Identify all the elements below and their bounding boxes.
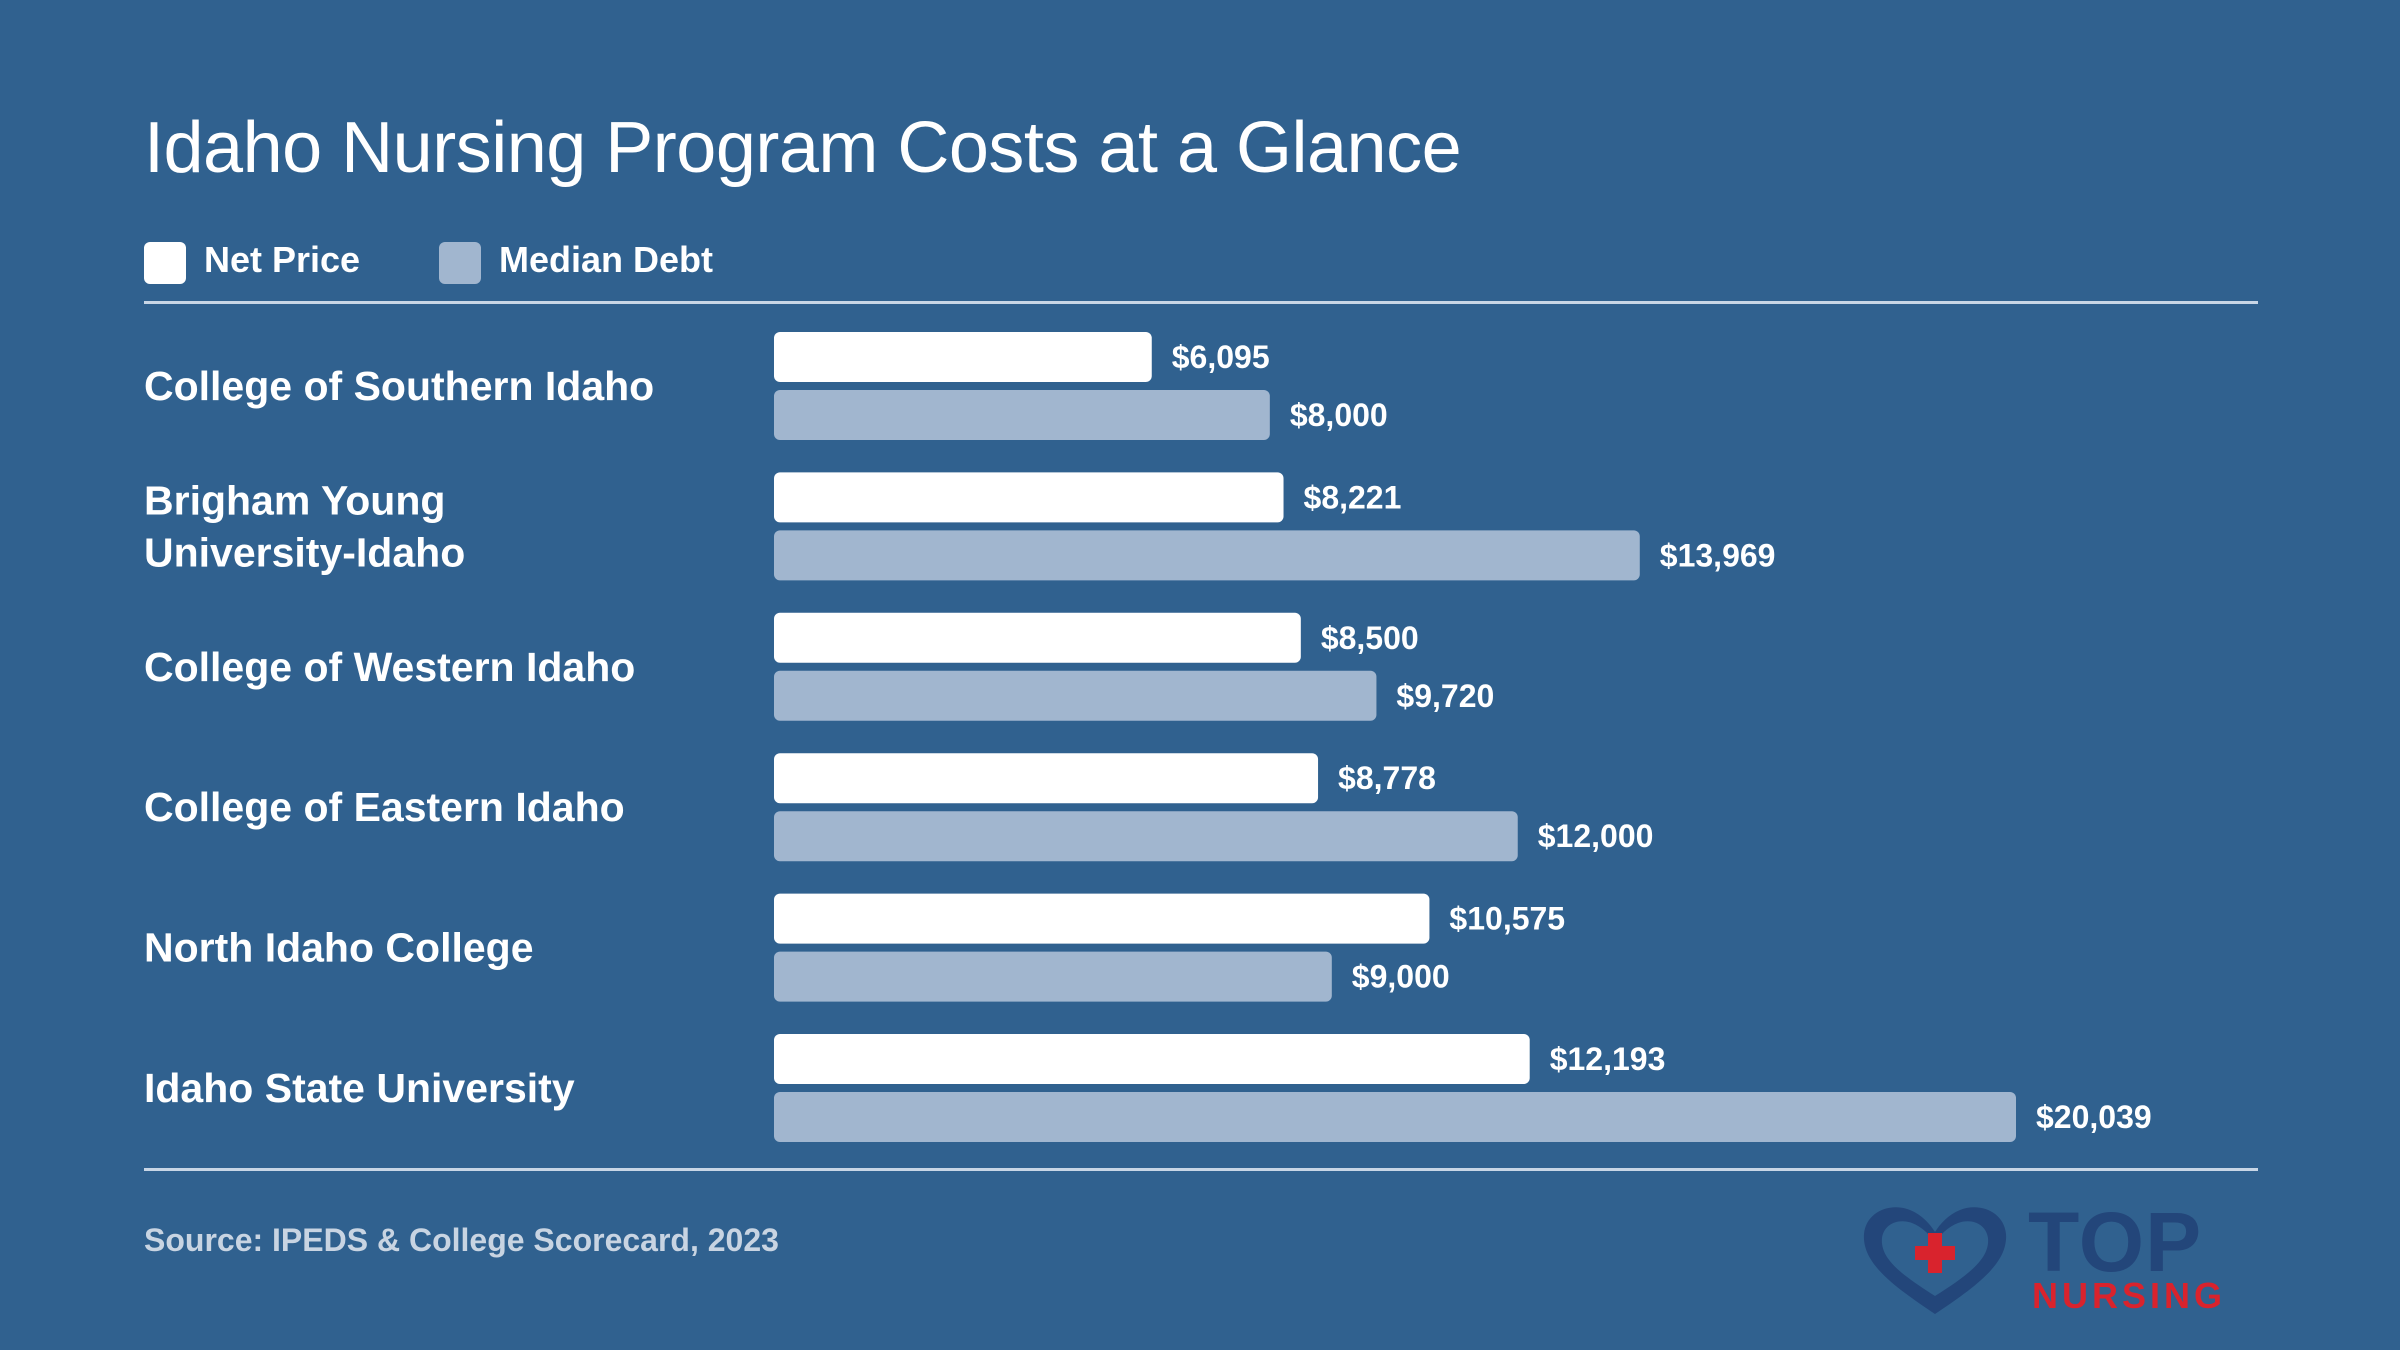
legend-swatch-net-price — [144, 242, 186, 284]
category-label: Idaho State University — [144, 1065, 575, 1111]
median-debt-value-label: $9,720 — [1396, 678, 1494, 714]
net-price-value-label: $6,095 — [1172, 339, 1270, 375]
category-label: College of Western Idaho — [144, 644, 635, 690]
bottom-divider — [144, 1168, 2258, 1171]
median-debt-bar — [774, 1092, 2016, 1142]
net-price-value-label: $8,778 — [1338, 760, 1436, 796]
logo-text-top: TOP — [2028, 1195, 2203, 1289]
top-divider — [144, 301, 2258, 304]
net-price-value-label: $8,500 — [1321, 620, 1419, 656]
median-debt-value-label: $8,000 — [1290, 397, 1388, 433]
median-debt-bar — [774, 670, 1377, 721]
category-label: College of Eastern Idaho — [144, 784, 625, 830]
median-debt-value-label: $12,000 — [1538, 818, 1654, 854]
source-note: Source: IPEDS & College Scorecard, 2023 — [144, 1222, 779, 1258]
median-debt-bar — [774, 811, 1518, 862]
heart-cross-icon — [1863, 1207, 2007, 1314]
category-label: College of Southern Idaho — [144, 363, 654, 409]
category-label: University-Idaho — [144, 529, 465, 575]
legend-label-median-debt: Median Debt — [499, 239, 714, 280]
category-label: North Idaho College — [144, 925, 534, 971]
net-price-value-label: $12,193 — [1550, 1041, 1666, 1077]
net-price-bar — [774, 612, 1301, 663]
net-price-bar — [774, 472, 1284, 523]
top-nursing-logo: TOP NURSING — [1860, 1200, 2260, 1320]
median-debt-bar — [774, 951, 1332, 1002]
chart-title: Idaho Nursing Program Costs at a Glance — [144, 108, 1462, 188]
legend-swatch-median-debt — [439, 242, 481, 284]
median-debt-value-label: $9,000 — [1352, 959, 1450, 995]
category-label: Brigham Young — [144, 477, 445, 523]
net-price-bar — [774, 893, 1430, 944]
legend-label-net-price: Net Price — [204, 239, 361, 280]
median-debt-bar — [774, 390, 1270, 440]
net-price-bar — [774, 332, 1152, 382]
net-price-value-label: $10,575 — [1449, 901, 1565, 937]
net-price-bar — [774, 1034, 1530, 1084]
net-price-value-label: $8,221 — [1304, 479, 1402, 515]
median-debt-value-label: $20,039 — [2036, 1099, 2152, 1135]
net-price-bar — [774, 753, 1319, 804]
median-debt-value-label: $13,969 — [1660, 537, 1776, 573]
median-debt-bar — [774, 530, 1640, 581]
logo-text-bottom: NURSING — [2032, 1275, 2227, 1316]
